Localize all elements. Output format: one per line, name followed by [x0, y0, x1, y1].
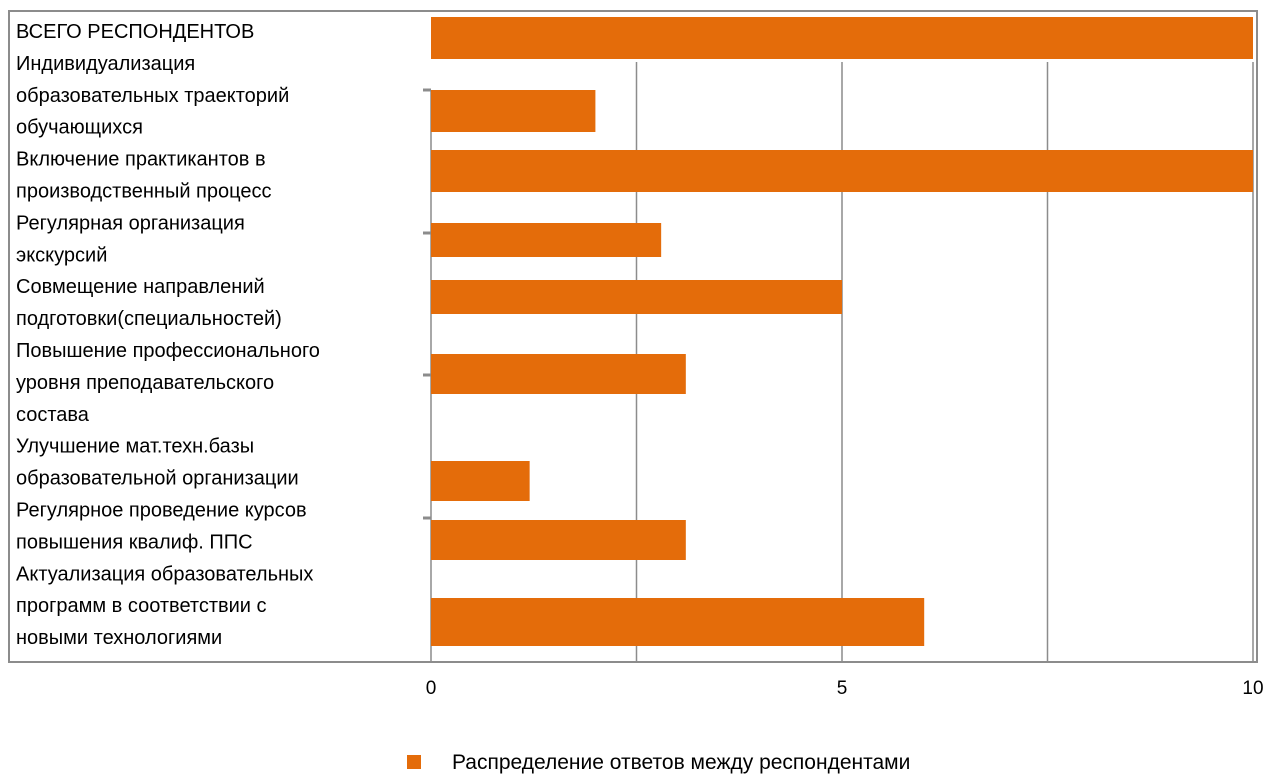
bar-7 — [431, 520, 686, 560]
legend-swatch — [407, 755, 421, 769]
bar-6 — [431, 461, 530, 501]
x-tick-label-0: 0 — [426, 678, 437, 699]
x-tick-label-1: 5 — [837, 678, 848, 699]
category-label-5: Повышение профессионального уровня препод… — [16, 340, 320, 426]
x-axis: 0 5 10 — [426, 678, 1264, 699]
category-label-7: Регулярное проведение курсов повышения кв… — [16, 500, 307, 554]
bar-8 — [431, 598, 925, 646]
bar-2 — [431, 150, 1253, 192]
bar-4 — [431, 280, 842, 314]
bar-0 — [431, 17, 1253, 59]
legend: Распределение ответов между респондентам… — [407, 751, 910, 774]
category-label-8: Актуализация образовательных программ в с… — [16, 563, 313, 649]
bar-5 — [431, 354, 686, 394]
category-label-2: Включение практикантов в производственный… — [16, 149, 271, 203]
legend-label: Распределение ответов между респондентам… — [452, 751, 910, 774]
category-label-0: ВСЕГО РЕСПОНДЕНТОВ — [16, 21, 254, 43]
x-tick-label-2: 10 — [1242, 678, 1263, 699]
category-label-6: Улучшение мат.техн.базы образовательной о… — [16, 436, 299, 490]
plot-frame — [8, 10, 1258, 663]
category-label-3: Регулярная организация экскурсий — [16, 212, 245, 266]
bars — [431, 17, 1253, 646]
category-label-1: Индивидуализация образовательных траектор… — [16, 53, 289, 139]
category-labels: ВСЕГО РЕСПОНДЕНТОВ Индивидуализация образо… — [16, 21, 320, 649]
bar-1 — [431, 90, 596, 132]
category-label-4: Совмещение направлений подготовки(специал… — [16, 276, 282, 330]
bar-3 — [431, 223, 662, 257]
